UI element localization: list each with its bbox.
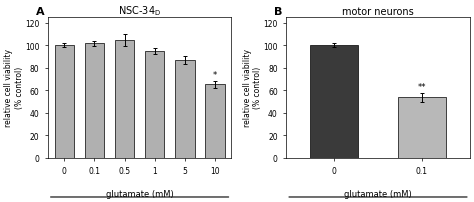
Text: *: * (213, 70, 217, 79)
Bar (115, 41, 134, 158)
Bar (175, 61, 194, 158)
Text: **: ** (418, 83, 426, 92)
Bar (85, 44, 104, 158)
X-axis label: glutamate (mM): glutamate (mM) (344, 189, 412, 198)
Y-axis label: relative cell viability
(% control): relative cell viability (% control) (243, 49, 262, 127)
Text: B: B (274, 7, 283, 17)
X-axis label: glutamate (mM): glutamate (mM) (106, 189, 173, 198)
Bar (310, 46, 358, 158)
Bar (205, 85, 225, 158)
Bar (398, 98, 446, 158)
Bar (55, 46, 74, 158)
Bar (145, 52, 164, 158)
Title: motor neurons: motor neurons (342, 7, 414, 17)
Y-axis label: relative cell viability
(% control): relative cell viability (% control) (4, 49, 24, 127)
Text: A: A (36, 7, 44, 17)
Title: NSC-34$_\mathregular{D}$: NSC-34$_\mathregular{D}$ (118, 4, 161, 18)
